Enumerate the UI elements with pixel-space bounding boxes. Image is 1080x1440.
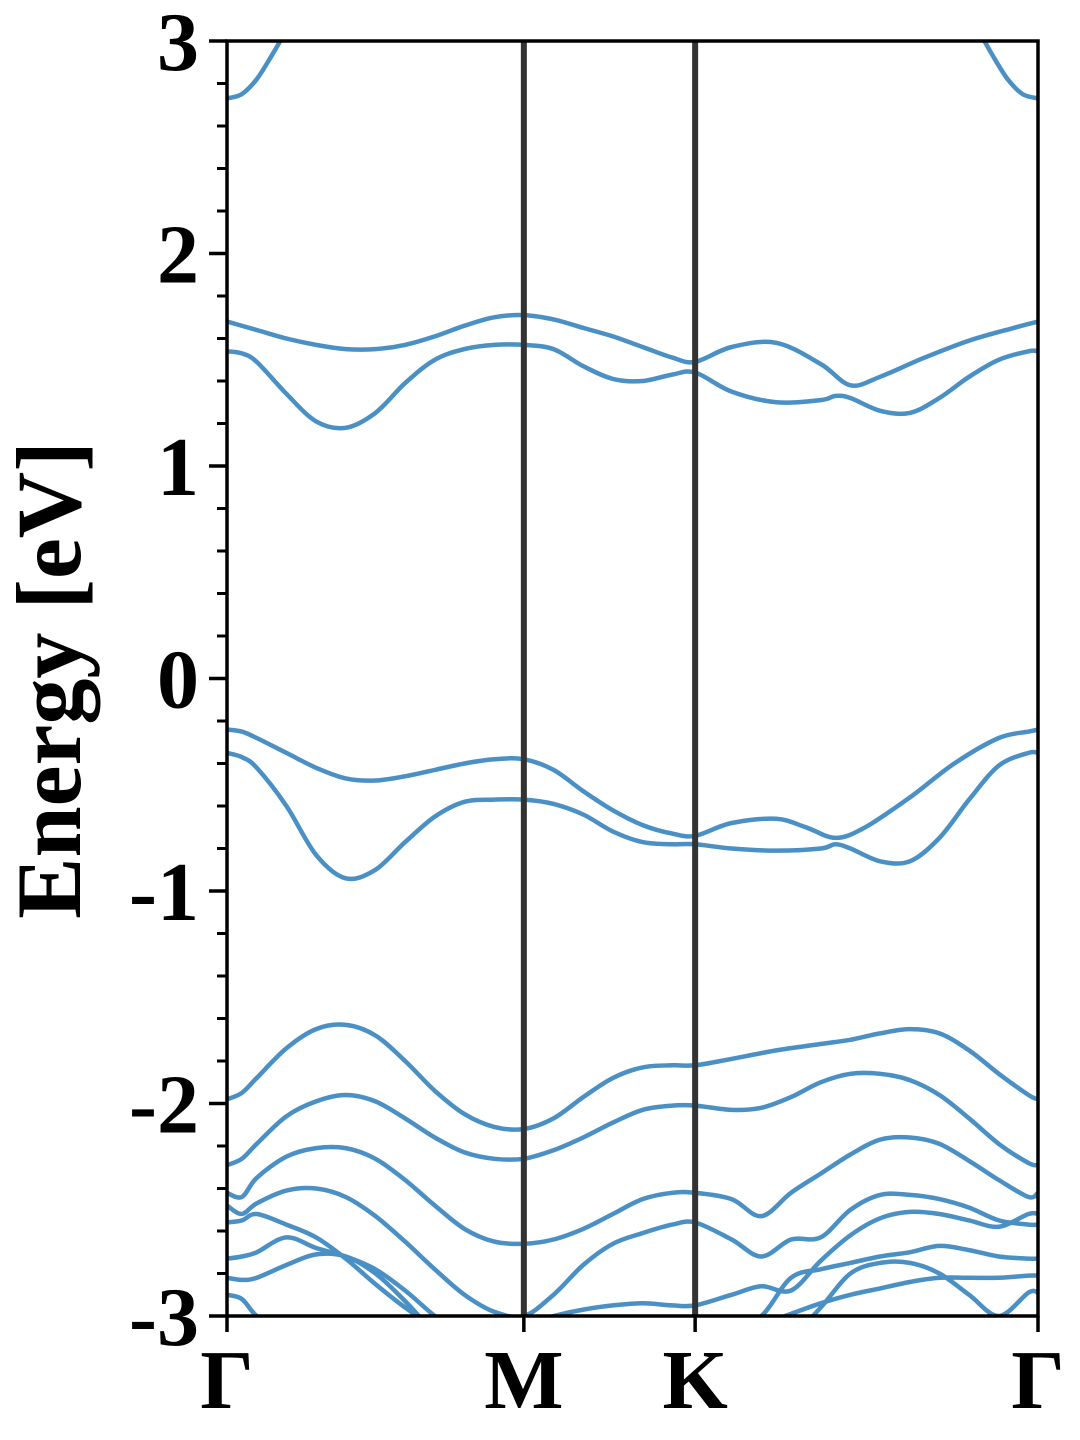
x-tick-label: Γ bbox=[1011, 1334, 1064, 1427]
band-line-11 bbox=[227, 1251, 1038, 1316]
band-line-5 bbox=[227, 1022, 1038, 1132]
band-line-2 bbox=[227, 342, 1038, 431]
x-tick-label: K bbox=[662, 1334, 727, 1427]
x-tick-label: M bbox=[484, 1334, 563, 1427]
band-line-3 bbox=[227, 727, 1038, 841]
band-line-13 bbox=[227, 41, 283, 101]
band-lines bbox=[227, 41, 1038, 1316]
y-tick-label: 3 bbox=[157, 0, 199, 89]
x-tick-label: Γ bbox=[200, 1334, 253, 1427]
high-symmetry-dividers bbox=[520, 41, 699, 1316]
y-tick-label: 0 bbox=[157, 634, 199, 727]
y-tick-label: -2 bbox=[129, 1059, 199, 1152]
band-line-9 bbox=[227, 1209, 1038, 1316]
y-axis-ticks: 3 2 1 0 -1 -2 -3 bbox=[129, 0, 227, 1364]
band-line-8 bbox=[227, 1185, 1038, 1316]
y-tick-label: 2 bbox=[157, 209, 199, 302]
y-tick-label: -1 bbox=[129, 846, 199, 939]
y-tick-label: 1 bbox=[157, 421, 199, 514]
plot-frame bbox=[225, 39, 1040, 1318]
band-line-1 bbox=[227, 312, 1038, 388]
y-tick-label: -3 bbox=[129, 1271, 199, 1364]
band-line-4 bbox=[227, 749, 1038, 882]
band-line-7 bbox=[227, 1134, 1038, 1247]
band-line-12 bbox=[227, 1259, 1038, 1316]
band-line-6 bbox=[227, 1070, 1038, 1168]
y-axis-title: Energy [eV] bbox=[0, 441, 100, 919]
band-line-14 bbox=[981, 41, 1038, 101]
